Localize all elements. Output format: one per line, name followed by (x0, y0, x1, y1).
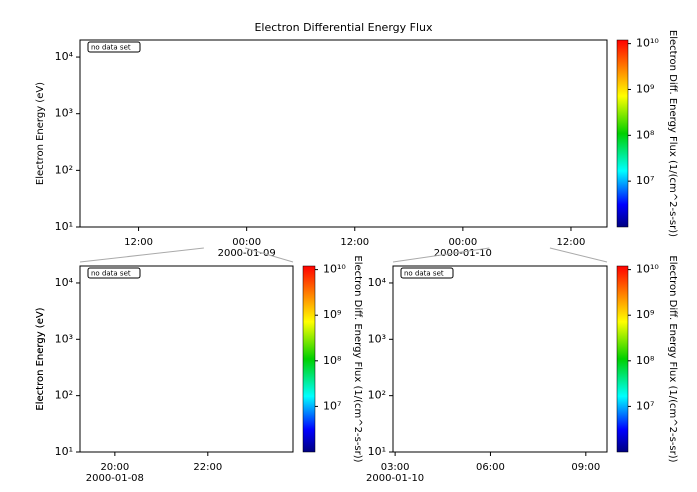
x-tick-label: 22:00 (193, 462, 222, 473)
x-tick-date: 2000-01-09 (218, 248, 276, 259)
colorbar-tick-label: 10⁸ (636, 354, 655, 367)
colorbar-tick-label: 10¹⁰ (636, 37, 659, 50)
x-tick-label: 00:00 (448, 237, 477, 248)
y-tick-label: 10¹ (368, 445, 386, 458)
plot-frame (79, 39, 608, 228)
y-tick-label: 10⁴ (368, 276, 387, 289)
y-axis-label: Electron Energy (eV) (35, 82, 46, 185)
colorbar-tick-label: 10⁷ (323, 399, 341, 412)
x-tick-label: 12:00 (557, 237, 586, 248)
y-axis-label: Electron Energy (eV) (35, 307, 46, 410)
x-tick-date: 2000-01-08 (86, 473, 144, 484)
y-tick-label: 10³ (368, 332, 386, 345)
y-tick-label: 10¹ (55, 220, 73, 233)
x-tick-date: 2000-01-10 (434, 248, 492, 259)
x-tick-label: 12:00 (124, 237, 153, 248)
colorbar-tick-label: 10⁹ (636, 308, 654, 321)
colorbar-tick-label: 10⁸ (636, 128, 655, 141)
colorbar-tick-label: 10⁷ (636, 399, 654, 412)
colorbar (616, 39, 629, 228)
zoom-connector (392, 247, 490, 263)
y-tick-label: 10² (368, 389, 386, 402)
colorbar-tick-label: 10¹⁰ (323, 263, 346, 276)
y-tick-label: 10³ (55, 332, 73, 345)
colorbar-tick-label: 10⁹ (323, 308, 341, 321)
annotation-box (87, 267, 141, 279)
colorbar-label: Electron Diff. Energy Flux (1/(cm^2-s-sr… (667, 255, 678, 462)
x-tick-label: 00:00 (232, 237, 261, 248)
colorbar (616, 265, 629, 453)
x-tick-label: 20:00 (100, 462, 129, 473)
annotation: no data set (404, 270, 444, 278)
y-axis-label: Electron Energy (eV) (35, 307, 46, 410)
zoom-connector (245, 247, 294, 263)
colorbar-tick-label: 10⁷ (636, 174, 654, 187)
x-tick-label: 03:00 (381, 462, 410, 473)
colorbar-tick-label: 10¹⁰ (636, 263, 659, 276)
colorbar-tick-label: 10⁸ (323, 354, 342, 367)
zoom-connector (79, 247, 204, 263)
zoom-connector (549, 247, 608, 263)
colorbar-label: Electron Diff. Energy Flux (1/(cm^2-s-sr… (352, 255, 363, 462)
y-tick-label: 10² (55, 389, 73, 402)
y-tick-label: 10³ (55, 107, 73, 120)
annotation: no data set (91, 270, 131, 278)
colorbar (302, 265, 316, 453)
y-tick-label: 10² (55, 163, 73, 176)
x-tick-label: 12:00 (340, 237, 369, 248)
y-tick-label: 10⁴ (55, 276, 74, 289)
y-tick-label: 10⁴ (55, 50, 74, 63)
y-tick-label: 10¹ (55, 445, 73, 458)
chart-title: Electron Differential Energy Flux (254, 21, 433, 34)
colorbar-tick-label: 10⁹ (636, 82, 654, 95)
annotation-box (87, 41, 141, 53)
annotation-box (400, 267, 454, 279)
x-tick-label: 09:00 (571, 462, 600, 473)
x-tick-date: 2000-01-10 (366, 473, 424, 484)
annotation: no data set (91, 44, 131, 52)
x-tick-label: 06:00 (476, 462, 505, 473)
colorbar-label: Electron Diff. Energy Flux (1/(cm^2-s-sr… (667, 30, 678, 237)
